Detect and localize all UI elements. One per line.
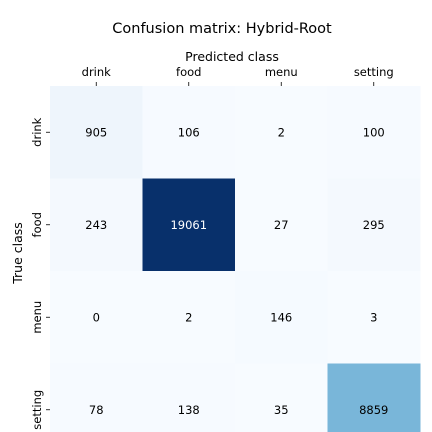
cell-value-label: 106 <box>178 125 200 139</box>
x-tick-label: menu <box>265 65 298 79</box>
cell-value-label: 19061 <box>170 218 207 232</box>
cell-value-label: 2 <box>278 125 285 139</box>
x-axis-label: Predicted class <box>185 49 279 64</box>
y-tick-labels: drink food menu setting <box>30 117 50 430</box>
heatmap-cell <box>50 178 143 272</box>
heatmap-cell <box>235 86 328 179</box>
heatmap-cell <box>142 86 236 179</box>
heatmap-cell <box>50 271 143 364</box>
y-axis-label: True class <box>10 222 25 285</box>
y-tick-label: menu <box>30 301 44 334</box>
cell-value-label: 35 <box>274 403 289 417</box>
heatmap-cell <box>235 178 328 272</box>
cell-value-label: 3 <box>370 310 377 324</box>
cell-value-label: 8859 <box>359 403 388 417</box>
cell-value-label: 27 <box>274 218 289 232</box>
y-tick-label: food <box>30 212 44 237</box>
heatmap-cells <box>50 86 421 432</box>
cell-value-label: 78 <box>89 403 104 417</box>
heatmap-cell <box>327 86 421 179</box>
y-tick-label: setting <box>30 390 44 430</box>
cell-value-label: 138 <box>178 403 200 417</box>
x-tick-label: food <box>176 65 201 79</box>
cell-value-label: 905 <box>85 125 107 139</box>
cell-value-label: 0 <box>93 310 100 324</box>
heatmap-cell <box>327 178 421 272</box>
heatmap-cell <box>327 363 421 432</box>
heatmap-cell <box>235 363 328 432</box>
x-tick-label: setting <box>354 65 394 79</box>
heatmap-cell-labels: 905 106 2 100 243 19061 27 295 0 2 146 3 78 138 35 8859 <box>85 125 388 417</box>
cell-value-label: 2 <box>185 310 192 324</box>
heatmap-cell <box>327 271 421 364</box>
y-tick-label: drink <box>30 117 44 147</box>
heatmap-cell <box>50 86 143 179</box>
heatmap-cell <box>235 271 328 364</box>
cell-value-label: 100 <box>363 125 385 139</box>
heatmap-cell <box>50 363 143 432</box>
x-tick-label: drink <box>82 65 112 79</box>
heatmap-cell <box>142 363 236 432</box>
heatmap-cell <box>142 271 236 364</box>
x-tick-labels: drink food menu setting <box>82 65 394 86</box>
cell-value-label: 295 <box>363 218 385 232</box>
heatmap-cell <box>142 178 236 272</box>
chart-title: Confusion matrix: Hybrid-Root <box>112 21 332 37</box>
cell-value-label: 146 <box>270 310 292 324</box>
cell-value-label: 243 <box>85 218 107 232</box>
